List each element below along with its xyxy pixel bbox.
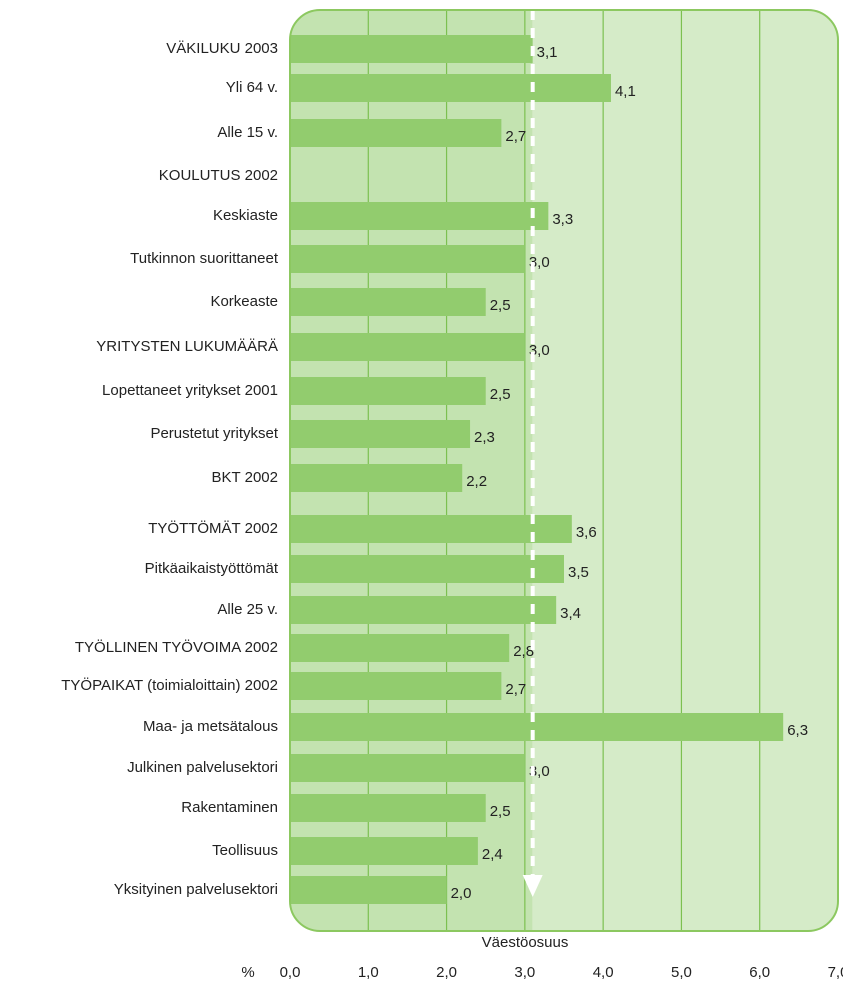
value-label: 2,8: [513, 643, 534, 660]
reference-arrow: [522, 875, 543, 897]
bar: [290, 377, 486, 405]
bar: [290, 464, 463, 492]
bar: [290, 288, 486, 316]
y-tick-label: BKT 2002: [212, 469, 278, 486]
bar: [290, 420, 471, 448]
value-label: 3,1: [537, 44, 558, 61]
y-tick-label: Keskiaste: [213, 207, 278, 224]
value-label: 2,4: [482, 846, 503, 863]
bar: [290, 555, 564, 583]
y-tick-label: TYÖPAIKAT (toimialoittain) 2002: [61, 676, 278, 694]
y-tick-label: Yli 64 v.: [226, 79, 278, 96]
x-axis-label: %: [241, 964, 254, 981]
y-tick-label: TYÖTTÖMÄT 2002: [148, 519, 278, 537]
bar: [290, 794, 486, 822]
x-tick-label: 5,0: [671, 964, 692, 981]
value-label: 3,4: [560, 605, 581, 622]
y-tick-label: Maa- ja metsätalous: [143, 718, 278, 735]
x-tick-label: 2,0: [436, 964, 457, 981]
bar: [290, 713, 784, 741]
x-tick-label: 1,0: [358, 964, 379, 981]
value-label: 2,2: [466, 473, 487, 490]
value-label: 2,3: [474, 429, 495, 446]
value-label: 4,1: [615, 83, 636, 100]
value-label: 3,5: [568, 564, 589, 581]
y-tick-label: Alle 15 v.: [217, 124, 278, 141]
value-label: 3,6: [576, 524, 597, 541]
y-tick-label: KOULUTUS 2002: [159, 167, 278, 184]
bar: [290, 202, 549, 230]
y-tick-label: VÄKILUKU 2003: [166, 40, 278, 57]
bar: [290, 596, 557, 624]
plot-area-right: [532, 10, 838, 931]
bar: [290, 837, 478, 865]
value-label: 3,3: [552, 211, 573, 228]
bar: [290, 333, 525, 361]
x-tick-label: 7,0: [828, 964, 843, 981]
x-tick-label: 4,0: [593, 964, 614, 981]
bar: [290, 35, 533, 63]
value-label: 2,0: [451, 885, 472, 902]
bar: [290, 634, 510, 662]
y-tick-label: Teollisuus: [212, 842, 278, 859]
y-tick-label: Perustetut yritykset: [150, 425, 278, 442]
y-tick-label: Julkinen palvelusektori: [127, 759, 278, 776]
x-tick-label: 6,0: [749, 964, 770, 981]
y-tick-label: Yksityinen palvelusektori: [114, 881, 278, 898]
value-label: 2,5: [490, 297, 511, 314]
bar: [290, 515, 572, 543]
bar: [290, 119, 502, 147]
value-label: 2,7: [505, 128, 526, 145]
y-tick-label: TYÖLLINEN TYÖVOIMA 2002: [75, 638, 278, 656]
y-tick-label: Korkeaste: [210, 293, 278, 310]
y-tick-label: Rakentaminen: [181, 799, 278, 816]
bar: [290, 876, 447, 904]
bar: [290, 754, 525, 782]
reference-label: Väestöosuus: [482, 934, 569, 951]
value-label: 2,7: [505, 681, 526, 698]
bar: [290, 74, 611, 102]
value-label: 6,3: [787, 722, 808, 739]
x-tick-label: 3,0: [514, 964, 535, 981]
value-label: 2,5: [490, 803, 511, 820]
plot-border: [289, 9, 839, 932]
y-tick-label: Tutkinnon suorittaneet: [130, 250, 279, 267]
y-tick-label: YRITYSTEN LUKUMÄÄRÄ: [96, 338, 278, 355]
y-tick-label: Pitkäaikaistyöttömät: [145, 560, 279, 577]
x-tick-label: 0,0: [280, 964, 301, 981]
value-label: 2,5: [490, 386, 511, 403]
bar: [290, 245, 525, 273]
y-tick-label: Alle 25 v.: [217, 601, 278, 618]
y-tick-label: Lopettaneet yritykset 2001: [102, 382, 278, 399]
bar: [290, 672, 502, 700]
